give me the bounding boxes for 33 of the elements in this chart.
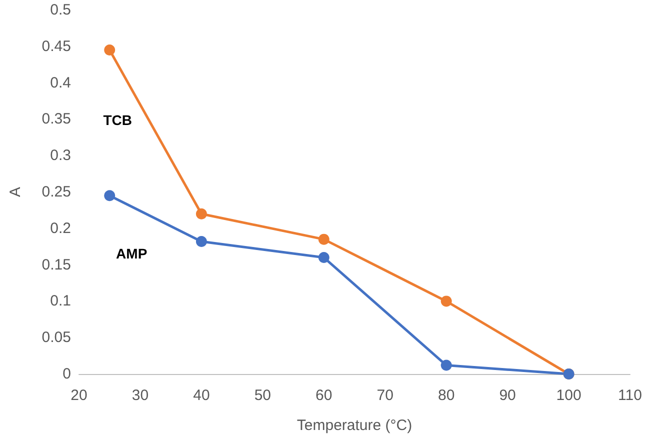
point [104, 190, 116, 202]
x-tick-label: 80 [438, 387, 455, 404]
series-label: TCB [103, 112, 132, 128]
y-tick-label: 0.25 [42, 184, 71, 200]
y-tick-label: 0.1 [50, 292, 71, 310]
point [318, 252, 330, 264]
point [104, 44, 116, 56]
y-axis-title: A [7, 186, 24, 198]
y-tick-label: 0.05 [42, 329, 71, 346]
y-tick-label: 0.2 [50, 220, 71, 237]
point [196, 208, 207, 220]
y-tick-label: 0.5 [50, 2, 71, 18]
x-tick-label: 60 [316, 387, 332, 404]
y-tick-label: 0 [62, 366, 71, 382]
x-tick-label: 70 [376, 387, 394, 404]
point [440, 360, 452, 371]
y-tick-label: 0.15 [42, 256, 71, 274]
x-tick-label: 100 [556, 387, 582, 404]
series-label: AMP [116, 246, 148, 262]
x-tick-label: 30 [132, 387, 149, 404]
y-tick-label: 0.35 [42, 110, 71, 128]
y-tick-label: 0.45 [42, 38, 71, 55]
point [318, 234, 330, 245]
y-tick-label: 0.3 [50, 147, 71, 164]
y-tick-label: 0.4 [50, 74, 71, 92]
x-tick-label: 50 [254, 387, 272, 404]
point [440, 296, 452, 307]
x-tick-label: 90 [499, 387, 516, 404]
point [196, 236, 207, 247]
x-tick-label: 20 [70, 387, 88, 404]
x-axis-title: Temperature (°C) [296, 417, 412, 434]
x-tick-label: 110 [618, 387, 642, 404]
x-tick-label: 40 [193, 387, 210, 404]
